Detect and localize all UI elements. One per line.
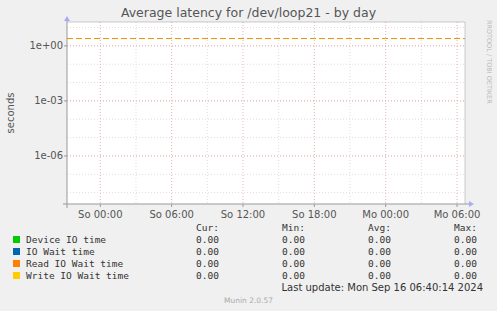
legend-swatch <box>13 260 20 267</box>
minor-grid-line <box>207 22 208 204</box>
legend-stat: 0.00 <box>368 246 391 257</box>
minor-grid-line <box>67 64 465 65</box>
minor-grid-line <box>67 174 465 175</box>
x-axis <box>63 204 470 205</box>
minor-grid-line <box>67 100 465 101</box>
legend-stat: 0.00 <box>368 270 391 281</box>
minor-grid-line <box>350 22 351 204</box>
chart: Average latency for /dev/loop21 - by day… <box>0 0 497 311</box>
y-axis-label: seconds <box>5 93 16 134</box>
title: Average latency for /dev/loop21 - by day <box>121 5 377 20</box>
grid-line <box>171 22 172 204</box>
grid <box>67 22 465 204</box>
x-axis-arrow <box>469 201 474 207</box>
legend-stat: 0.00 <box>196 246 219 257</box>
footer: Last update: Mon Sep 16 06:40:14 2024 <box>281 282 483 293</box>
legend-column-header: Max: <box>454 222 477 233</box>
grid-line <box>67 155 465 156</box>
legend-swatch <box>13 236 20 243</box>
grid-line <box>314 22 315 204</box>
minor-grid-line <box>135 22 136 204</box>
legend-stat: 0.00 <box>282 270 305 281</box>
grid-line <box>457 22 458 204</box>
credit: Munin 2.0.57 <box>224 296 273 305</box>
y-tick-label: 1e+00 <box>29 40 63 51</box>
minor-grid-line <box>67 82 465 83</box>
minor-grid-line <box>421 22 422 204</box>
x-tick-label: So 12:00 <box>221 209 265 220</box>
x-tick-label: Mo 06:00 <box>434 209 481 220</box>
legend-label: IO Wait time <box>26 246 95 257</box>
grid-line <box>67 45 465 46</box>
legend-stat: 0.00 <box>368 234 391 245</box>
x-tick-label: So 18:00 <box>292 209 336 220</box>
y-axis-arrow <box>64 16 70 21</box>
grid-line <box>385 22 386 204</box>
legend-stat: 0.00 <box>196 270 219 281</box>
legend-column-header: Cur: <box>196 222 219 233</box>
x-tick-label: Mo 00:00 <box>362 209 409 220</box>
plot-frame <box>67 22 465 23</box>
y-tick-label: 1e-03 <box>34 95 63 106</box>
legend-label: Read IO Wait time <box>26 258 124 269</box>
legend-stat: 0.00 <box>196 258 219 269</box>
minor-grid-line <box>278 22 279 204</box>
grid-line <box>67 100 465 101</box>
minor-grid-line <box>67 45 465 46</box>
series-group <box>67 39 465 204</box>
legend: Cur:Min:Avg:Max:Device IO time0.000.000.… <box>13 222 477 281</box>
legend-column-header: Avg: <box>368 222 391 233</box>
legend-stat: 0.00 <box>368 258 391 269</box>
legend-label: Device IO time <box>26 234 106 245</box>
series-line <box>67 38 465 39</box>
legend-stat: 0.00 <box>282 234 305 245</box>
minor-grid-line <box>67 119 465 120</box>
legend-swatch <box>13 272 20 279</box>
legend-stat: 0.00 <box>196 234 219 245</box>
background <box>0 0 497 311</box>
y-axis <box>67 20 68 208</box>
minor-grid-line <box>67 192 465 193</box>
x-tick-label: So 00:00 <box>78 209 122 220</box>
minor-grid-line <box>67 155 465 156</box>
legend-stat: 0.00 <box>454 246 477 257</box>
grid-line <box>100 22 101 204</box>
side-text: RRDTOOL / TOBI OETIKER <box>485 20 493 104</box>
legend-stat: 0.00 <box>282 246 305 257</box>
legend-stat: 0.00 <box>454 258 477 269</box>
legend-stat: 0.00 <box>454 270 477 281</box>
y-tick-label: 1e-06 <box>34 150 63 161</box>
grid-line <box>242 22 243 204</box>
legend-column-header: Min: <box>282 222 305 233</box>
legend-stat: 0.00 <box>282 258 305 269</box>
legend-stat: 0.00 <box>454 234 477 245</box>
plot-area <box>67 22 465 204</box>
x-tick-label: So 06:00 <box>149 209 193 220</box>
legend-swatch <box>13 248 20 255</box>
legend-label: Write IO Wait time <box>26 270 129 281</box>
minor-grid-line <box>67 137 465 138</box>
plot-frame <box>465 22 466 204</box>
minor-grid-line <box>67 27 465 28</box>
